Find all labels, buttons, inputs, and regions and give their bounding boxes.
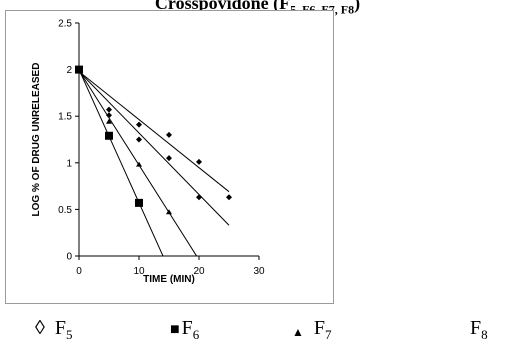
chart-legend: ◊ F5 ■ F6 ▲ F7 F8 [0, 316, 515, 356]
data-point-f8 [106, 112, 112, 119]
data-point-f7 [136, 161, 142, 167]
legend-label-subscript: 6 [192, 327, 200, 342]
legend-label: F [54, 317, 67, 339]
x-tick-label: 30 [253, 266, 265, 277]
y-tick-label: 2 [66, 65, 72, 76]
data-point-f8 [136, 136, 142, 143]
legend-label-subscript: 5 [66, 327, 73, 342]
data-point-f8 [76, 66, 82, 73]
y-axis-title: LOG % OF DRUG UNRELEASED [31, 63, 42, 217]
trendline-f8 [78, 71, 230, 226]
trendline-f5 [78, 71, 230, 193]
data-point-f8 [166, 155, 172, 162]
legend-item-f6: ■ F6 [170, 316, 199, 347]
data-point-f8 [196, 194, 202, 201]
chart-plot: 0 0.5 1 1.5 2 2.5 0 10 20 30 TIME (MIN) LOG % OF … [31, 19, 265, 286]
legend-item-f5: ◊ F5 [35, 316, 73, 347]
y-tick-label: 1.5 [58, 112, 72, 123]
data-point-f7 [106, 118, 112, 124]
legend-label: F [181, 317, 193, 339]
legend-label-subscript: 8 [481, 327, 488, 342]
chart-title: Crosspovidone (F5, F6, F7, F8) [154, 0, 361, 17]
y-tick-label: 0 [66, 252, 72, 263]
data-point-f6 [135, 198, 143, 207]
data-point-f5 [136, 121, 142, 128]
trendline-f7 [78, 70, 198, 257]
legend-marker: ■ [170, 321, 180, 338]
data-point-f5 [106, 106, 112, 113]
y-tick-label: 0.5 [58, 205, 72, 216]
data-point-f5 [166, 131, 172, 138]
legend-label: F [470, 317, 482, 339]
legend-item-f8: F8 [470, 316, 488, 347]
legend-label-subscript: 7 [325, 327, 332, 342]
legend-item-f7: ▲ F7 [292, 316, 332, 347]
data-point-f6 [105, 131, 113, 140]
x-axis-title: TIME (MIN) [143, 274, 195, 285]
chart-frame: 0 0.5 1 1.5 2 2.5 0 10 20 30 TIME (MIN) LOG % OF … [5, 10, 334, 304]
y-tick-label: 2.5 [58, 19, 72, 30]
legend-marker: ▲ [292, 325, 304, 339]
data-point-f5 [196, 158, 202, 165]
x-tick-label: 20 [193, 266, 205, 277]
legend-label: F [313, 317, 326, 339]
legend-marker: ◊ [35, 317, 45, 339]
x-tick-label: 10 [133, 266, 145, 277]
data-point-f7 [166, 209, 172, 215]
trendline-f6 [78, 69, 164, 257]
x-tick-label: 0 [76, 266, 82, 277]
y-tick-label: 1 [66, 158, 72, 169]
data-point-f5 [226, 194, 232, 201]
